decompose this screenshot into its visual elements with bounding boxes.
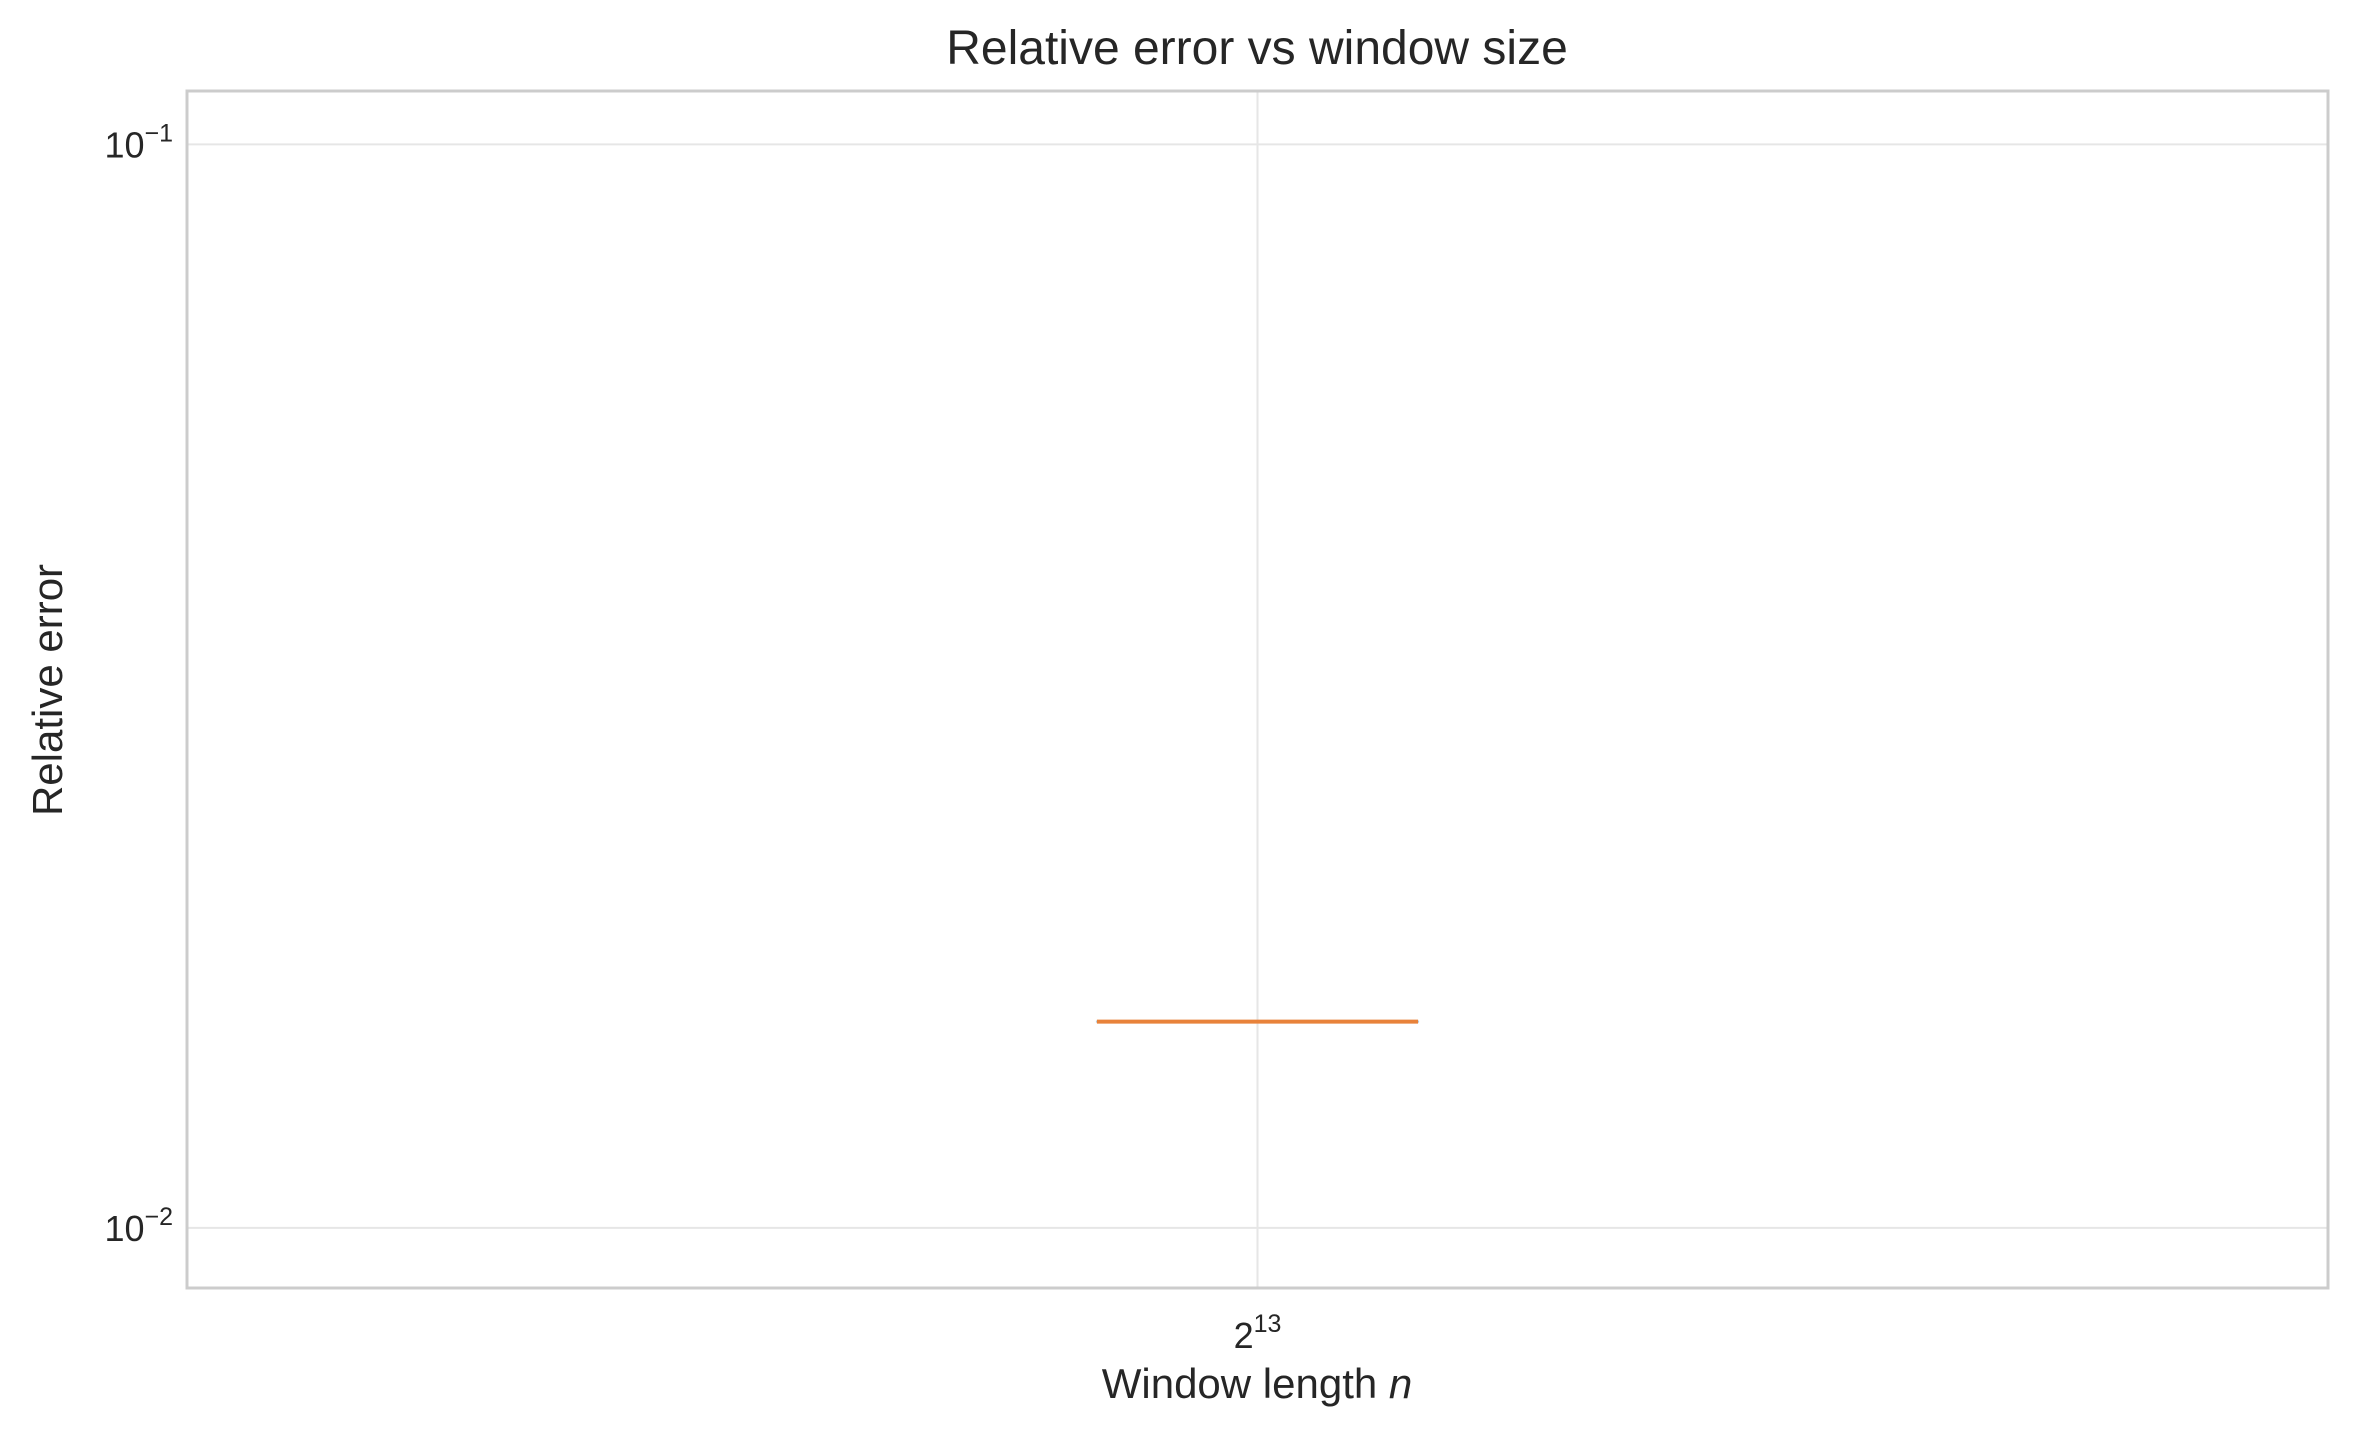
y-tick-exponent: −2 [144, 1203, 173, 1231]
x-axis-label-text: Window length [1102, 1360, 1389, 1407]
y-tick-exponent: −1 [144, 119, 173, 147]
y-tick-base: 10 [104, 1208, 144, 1249]
grid [187, 91, 2328, 1288]
y-axis-label: Relative error [24, 564, 71, 816]
x-tick-base: 2 [1234, 1315, 1254, 1356]
x-tick-label: 213 [1234, 1310, 1282, 1356]
plot-frame [185, 89, 2330, 1290]
y-tick-label: 10−1 [104, 119, 173, 165]
x-axis-label: Window length n [1102, 1360, 1413, 1407]
x-tick-exponent: 13 [1254, 1310, 1282, 1338]
y-tick-label: 10−2 [104, 1203, 173, 1249]
x-axis-label-variable: n [1389, 1360, 1412, 1407]
y-tick-base: 10 [104, 124, 144, 165]
chart-title: Relative error vs window size [946, 22, 1568, 75]
